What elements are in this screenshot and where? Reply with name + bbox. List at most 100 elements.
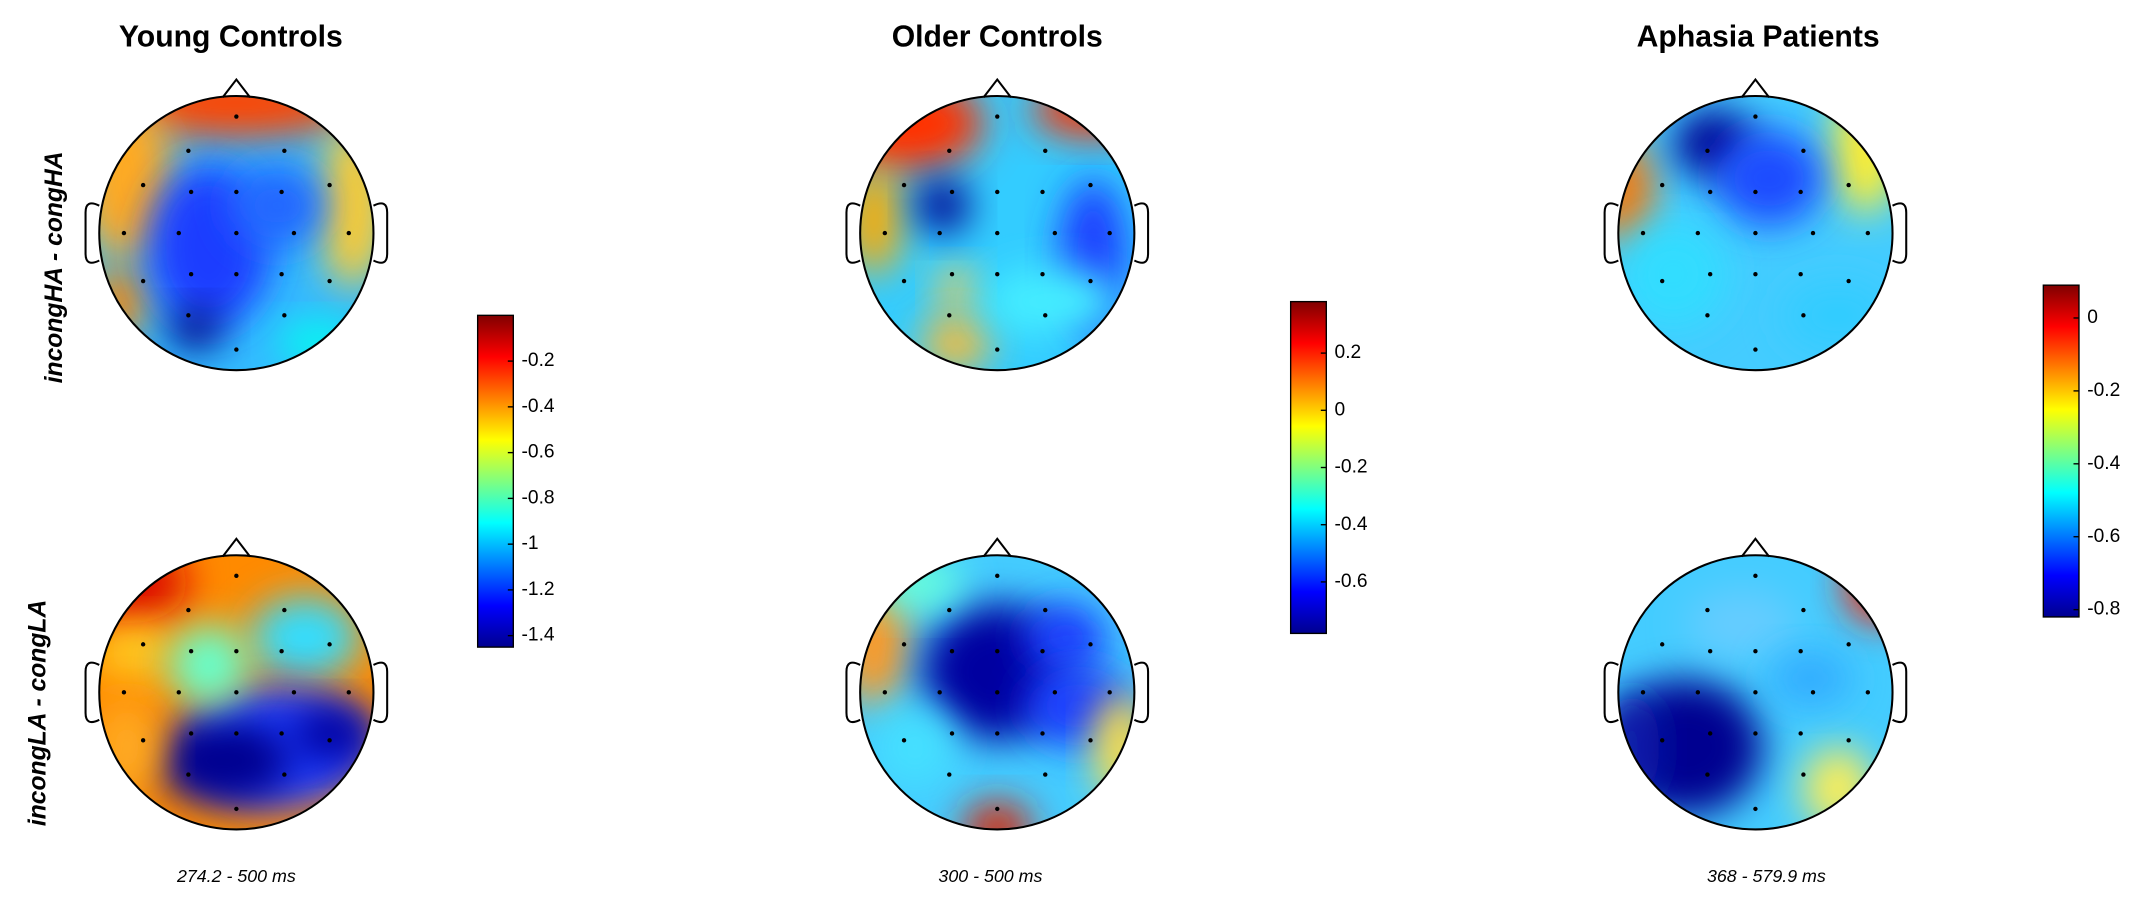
electrode — [1753, 573, 1758, 579]
scalp-map — [860, 555, 1135, 830]
electrode — [1753, 347, 1758, 352]
electrode — [995, 114, 1000, 119]
colorbar-tick-label: -1.2 — [522, 579, 555, 600]
scalp-blob — [154, 719, 292, 803]
scalp-blob — [1618, 219, 1729, 330]
scalp-blob — [1031, 95, 1135, 138]
electrode — [1753, 649, 1758, 654]
nose — [221, 77, 251, 98]
ear — [84, 202, 100, 264]
scalp-blob — [1714, 130, 1824, 227]
electrode — [1798, 649, 1803, 654]
scalp-blob — [1686, 589, 1797, 659]
scalp-blob — [1024, 603, 1107, 672]
electrode — [995, 573, 1000, 579]
electrode — [140, 738, 146, 743]
scalp-blob — [167, 623, 251, 707]
electrode — [1753, 114, 1758, 119]
electrode — [901, 642, 907, 647]
ear — [1892, 202, 1908, 264]
scalp-map — [99, 555, 374, 830]
electrode — [1695, 690, 1701, 695]
electrode — [234, 573, 239, 579]
electrode — [121, 230, 127, 236]
electrode — [1043, 148, 1048, 154]
electrode — [995, 690, 1000, 695]
electrode — [186, 313, 191, 318]
electrode — [188, 272, 194, 277]
electrode — [1088, 738, 1093, 743]
ear — [1892, 661, 1908, 724]
electrode — [291, 230, 297, 236]
electrode — [901, 738, 907, 743]
nose — [1740, 77, 1770, 98]
ear — [845, 202, 861, 264]
electrode — [1660, 738, 1665, 743]
electrode — [949, 189, 955, 195]
colorbar-tick-label: -0.2 — [2087, 380, 2120, 401]
electrode — [1705, 148, 1710, 154]
ear — [1133, 202, 1150, 264]
scalp-blob — [860, 95, 984, 172]
electrode — [1695, 230, 1701, 236]
electrode — [1043, 772, 1048, 777]
electrode — [1801, 607, 1806, 613]
electrode — [949, 731, 955, 736]
electrode — [1846, 738, 1851, 743]
colorbar — [1289, 300, 1327, 635]
electrode — [1846, 182, 1851, 188]
electrode — [1088, 278, 1093, 284]
electrode — [947, 607, 952, 613]
electrode — [1660, 278, 1665, 284]
electrode — [327, 278, 332, 284]
electrode — [1705, 607, 1710, 613]
colorbar — [2042, 284, 2080, 618]
electrode — [279, 649, 284, 654]
electrode — [1846, 278, 1851, 284]
head-outline — [98, 554, 375, 831]
electrode — [176, 230, 181, 236]
electrode — [1753, 690, 1758, 695]
electrode — [346, 690, 351, 695]
electrode — [234, 347, 239, 352]
electrode — [882, 230, 888, 236]
time-window: 300 - 500 ms — [938, 866, 1042, 886]
column-title: Aphasia Patients — [1637, 20, 1880, 53]
electrode — [186, 607, 191, 613]
electrode — [188, 189, 194, 195]
electrode — [1801, 313, 1806, 318]
scalp-blob — [112, 95, 360, 138]
colorbar-tick-label: -0.6 — [1335, 571, 1368, 592]
colorbar-tick-label: -0.2 — [522, 350, 555, 371]
colorbar-tick-label: -0.4 — [2087, 453, 2120, 474]
electrode — [1846, 642, 1851, 647]
electrode — [282, 148, 287, 154]
nose — [221, 537, 251, 558]
electrode — [279, 272, 284, 277]
electrode — [234, 731, 239, 736]
electrode — [1040, 649, 1045, 654]
electrode — [121, 690, 127, 695]
electrode — [279, 189, 284, 195]
scalp-blob — [1769, 651, 1852, 707]
electrode — [1043, 607, 1048, 613]
electrode — [186, 148, 191, 154]
scalp-map — [99, 95, 374, 371]
ear — [1133, 661, 1150, 724]
scalp-blob — [983, 267, 1121, 336]
electrode — [1707, 731, 1713, 736]
electrode — [188, 649, 194, 654]
electrode — [1801, 772, 1806, 777]
electrode — [995, 189, 1000, 195]
electrode — [291, 690, 297, 695]
electrode — [282, 772, 287, 777]
colorbar-tick-label: -0.6 — [522, 442, 555, 463]
electrode — [234, 806, 239, 812]
electrode — [1107, 230, 1112, 236]
electrode — [949, 272, 955, 277]
electrode — [1043, 313, 1048, 318]
electrode — [140, 182, 146, 188]
colorbar — [476, 314, 514, 648]
